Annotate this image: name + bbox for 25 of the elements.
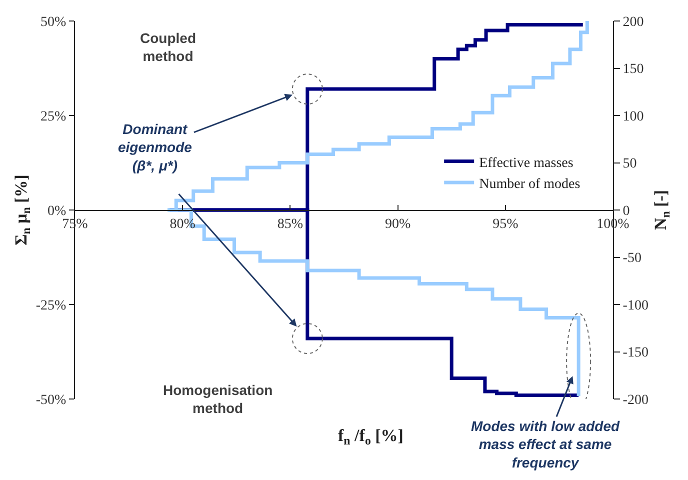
y2-tick-label: -50	[622, 251, 642, 266]
annotation: Modes with low added mass effect at same frequency	[471, 418, 620, 470]
legend-label: Effective masses	[479, 156, 574, 171]
y-tick-label: 50%	[40, 14, 67, 30]
y-tick-label: -50%	[36, 392, 67, 408]
annotation: Dominant eigenmode (β*, μ*)	[118, 121, 192, 174]
y2-tick-label: -100	[622, 298, 648, 314]
x-tick-label: 80%	[170, 216, 196, 232]
y2-tick-label: 100	[622, 109, 644, 124]
y2-tick-label: 200	[622, 14, 644, 30]
annotation: Coupled method	[140, 30, 196, 64]
annotation: Homogenisation method	[163, 382, 273, 416]
y2-tick-label: -150	[622, 346, 648, 361]
y-tick-label: -25%	[36, 298, 67, 314]
y2-tick-label: 0	[622, 204, 630, 219]
y2-tick-label: 50	[622, 156, 637, 172]
x-tick-label: 90%	[384, 216, 411, 232]
x-tick-label: 85%	[277, 216, 304, 232]
legend-label: Number of modes	[479, 176, 580, 192]
y2-tick-label: -200	[622, 392, 648, 408]
y-tick-label: 0%	[48, 204, 67, 219]
x-tick-label: 95%	[492, 216, 519, 232]
y-tick-label: 25%	[40, 109, 67, 124]
x-axis-title: f$_{n}$ /f$_{o}$ [%]	[338, 426, 404, 448]
y2-tick-label: 150	[622, 62, 644, 78]
